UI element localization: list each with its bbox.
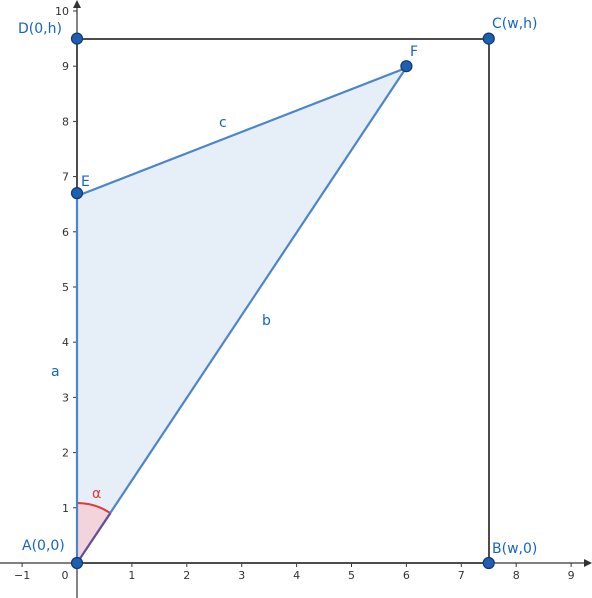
segment-c — [76, 66, 407, 198]
point-label-c: C(w,h) — [492, 16, 537, 32]
x-tick-label: 5 — [348, 569, 355, 582]
points — [70, 32, 495, 570]
point-c[interactable] — [482, 32, 495, 45]
angle-label-alpha: α — [92, 486, 101, 502]
x-axis-arrow — [584, 559, 592, 567]
x-tick-label: 7 — [458, 569, 465, 582]
x-tick-label: 9 — [568, 569, 575, 582]
x-ticks: −1 0 1 2 3 4 5 6 7 8 9 — [14, 563, 575, 582]
x-tick-label: 0 — [62, 569, 69, 582]
point-label-b: B(w,0) — [492, 541, 537, 557]
x-tick-label: 3 — [238, 569, 245, 582]
point-b[interactable] — [482, 556, 495, 570]
point-d[interactable] — [70, 32, 84, 45]
angle-alpha-leg — [76, 512, 112, 564]
segment-label-c: c — [219, 115, 227, 131]
segment-label-a: a — [51, 364, 60, 380]
x-tick-label: 8 — [513, 569, 520, 582]
point-label-f: F — [410, 44, 418, 60]
y-tick-label: 3 — [62, 391, 69, 404]
point-f[interactable] — [400, 60, 413, 73]
x-tick-label: −1 — [14, 569, 30, 582]
point-a[interactable] — [70, 556, 84, 570]
y-tick-label: 10 — [55, 5, 69, 18]
y-tick-label: 9 — [62, 60, 69, 73]
y-ticks: 1 2 3 4 5 6 7 8 9 10 — [55, 5, 77, 515]
x-tick-label: 2 — [183, 569, 190, 582]
x-tick-label: 6 — [403, 569, 410, 582]
y-tick-label: 7 — [62, 171, 69, 184]
point-e[interactable] — [70, 187, 84, 200]
segment-label-b: b — [262, 313, 271, 329]
x-tick-label: 1 — [128, 569, 135, 582]
y-tick-label: 1 — [62, 502, 69, 515]
x-tick-label: 4 — [293, 569, 300, 582]
angle-alpha-arc — [76, 501, 112, 515]
point-label-a: A(0,0) — [22, 538, 65, 554]
angle-alpha-sector — [77, 503, 111, 563]
point-label-e: E — [81, 174, 90, 190]
y-tick-label: 4 — [62, 336, 69, 349]
y-axis-arrow — [73, 0, 81, 8]
point-label-d: D(0,h) — [18, 21, 62, 37]
y-tick-label: 6 — [62, 226, 69, 239]
rectangle-abcd — [77, 38, 490, 563]
y-tick-label: 2 — [62, 447, 69, 460]
y-tick-label: 8 — [62, 115, 69, 128]
y-tick-label: 5 — [62, 281, 69, 294]
segment-b — [76, 67, 407, 564]
